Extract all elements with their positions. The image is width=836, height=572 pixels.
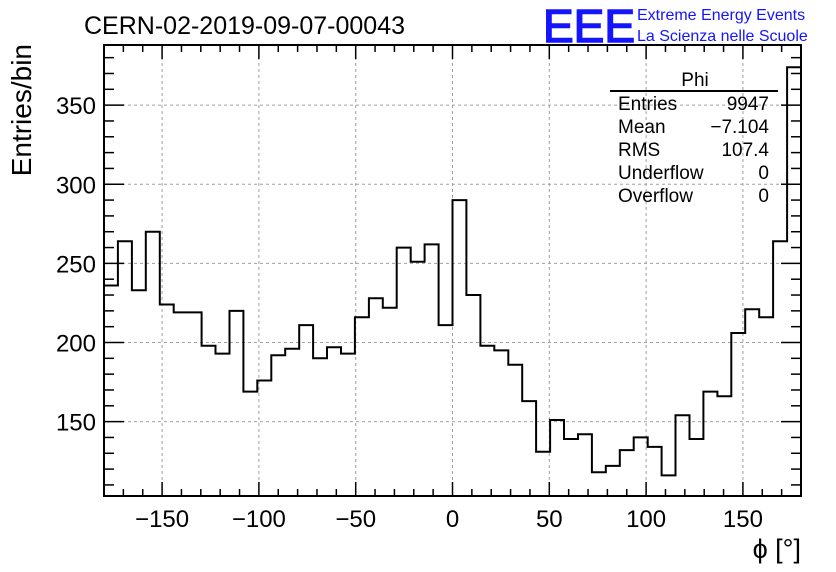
y-tick-label: 350: [56, 93, 96, 120]
stats-row-label: Entries: [618, 94, 677, 115]
y-tick-label: 150: [56, 410, 96, 437]
stats-row-value: 9947: [727, 94, 769, 115]
y-tick-label: 250: [56, 251, 96, 278]
stats-title: Phi: [681, 70, 708, 91]
stats-row-value: 0: [758, 163, 769, 184]
y-axis-label: Entries/bin: [6, 44, 37, 176]
x-tick-label: 150: [723, 506, 763, 533]
x-axis-label: ϕ [°]: [753, 534, 801, 564]
stats-row-value: −7.104: [710, 117, 769, 138]
x-tick-label: 50: [536, 506, 563, 533]
x-tick-label: −50: [335, 506, 376, 533]
x-tick-label: 100: [626, 506, 666, 533]
stats-row-label: Overflow: [618, 186, 693, 207]
logo-mark: EEE: [543, 0, 635, 52]
stats-row-label: Underflow: [618, 163, 704, 184]
histogram-line: [104, 66, 801, 477]
eee-logo: EEE Extreme Energy Events La Scienza nel…: [542, 0, 808, 53]
logo-line-1: Extreme Energy Events: [637, 7, 805, 24]
stats-box: Phi Entries 9947 Mean −7.104 RMS 107.4 Underfl…: [610, 70, 778, 207]
stats-row-label: RMS: [618, 140, 660, 161]
y-tick-label: 300: [56, 172, 96, 199]
tick-labels: −150 −100 −50 0 50 100 150 150 200 250 300 350: [56, 93, 763, 533]
x-tick-label: −150: [135, 506, 189, 533]
chart-title: CERN-02-2019-09-07-00043: [84, 12, 405, 40]
logo-line-2: La Scienza nelle Scuole: [637, 28, 808, 45]
stats-row-value: 0: [758, 186, 769, 207]
x-tick-label: 0: [446, 506, 459, 533]
stats-row-value: 107.4: [721, 140, 769, 161]
y-tick-label: 200: [56, 331, 96, 358]
axis-ticks: [103, 45, 802, 496]
x-tick-label: −100: [232, 506, 286, 533]
stats-row-label: Mean: [618, 117, 666, 138]
